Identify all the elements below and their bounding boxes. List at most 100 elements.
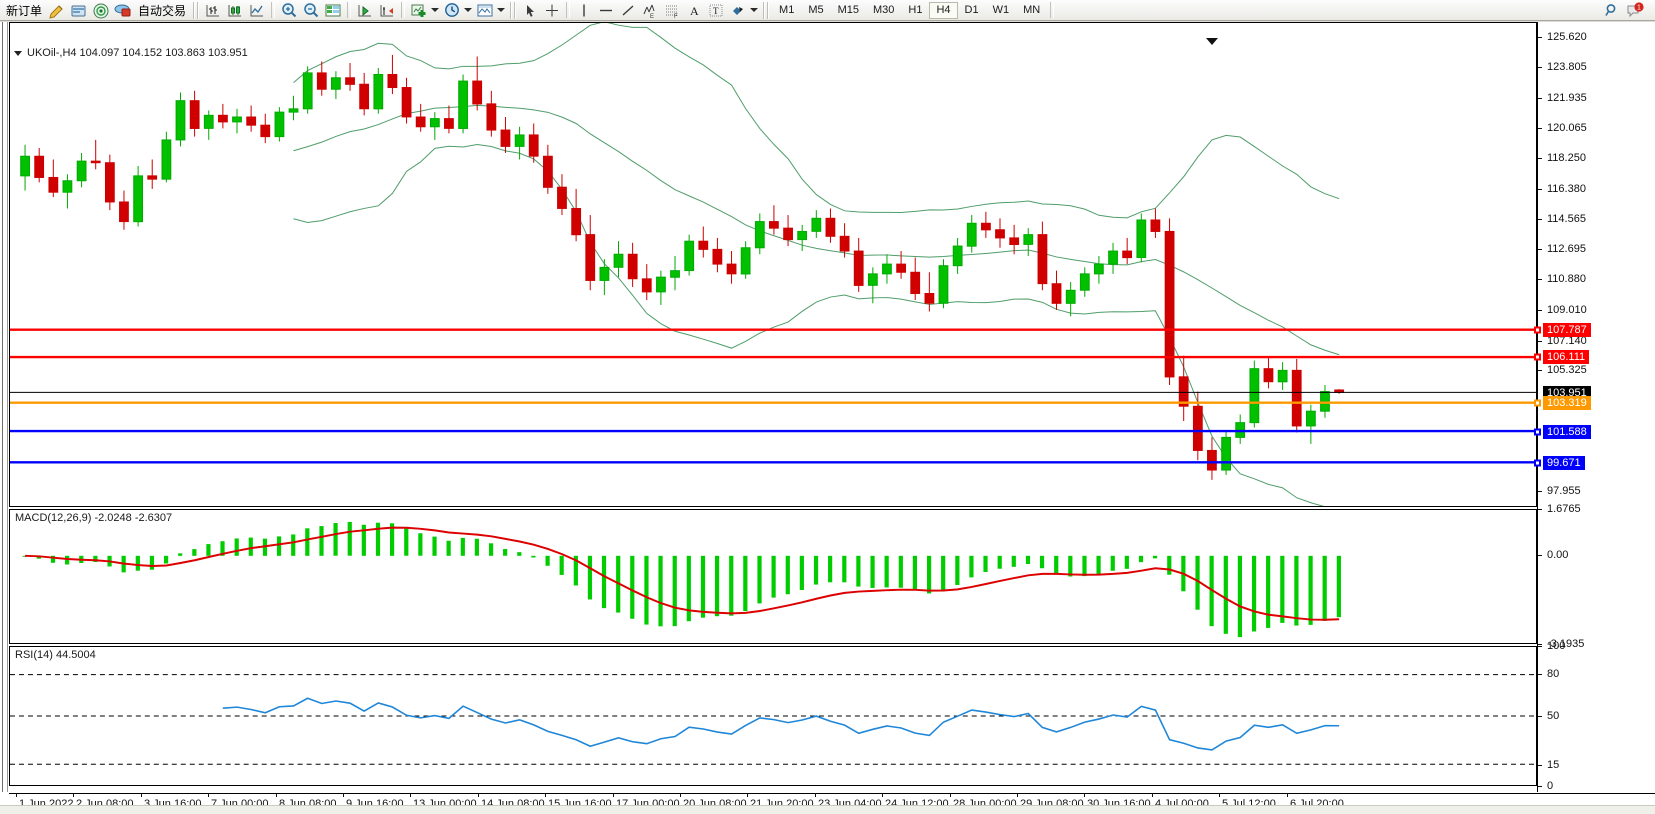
terminal-icon[interactable]	[68, 1, 90, 20]
rsi-tick: 0	[1538, 780, 1553, 792]
toolbar-separator	[566, 2, 571, 18]
status-strip	[0, 805, 1655, 814]
timeframe-mn[interactable]: MN	[1023, 3, 1041, 16]
price-level-badge[interactable]: 103.319	[1543, 396, 1591, 411]
toolbar-grip[interactable]	[193, 1, 200, 19]
price-level-badge[interactable]: 107.787	[1543, 322, 1591, 337]
rsi-pane[interactable]: RSI(14) 44.5004	[9, 646, 1537, 786]
price-level-handle[interactable]	[1534, 428, 1541, 436]
toolbar-separator	[401, 2, 406, 18]
timeframe-h1[interactable]: H1	[908, 3, 923, 16]
macd-pane[interactable]: MACD(12,26,9) -2.0248 -2.6307	[9, 509, 1537, 644]
fibonacci-icon[interactable]: F	[661, 1, 683, 20]
price-tick: 121.935	[1538, 92, 1587, 104]
timeframe-d1[interactable]: D1	[964, 3, 979, 16]
text-label-icon[interactable]: T	[705, 1, 727, 20]
svg-text:E: E	[650, 14, 654, 19]
toolbar-separator	[1050, 2, 1055, 18]
crosshair-icon[interactable]	[541, 1, 563, 20]
macd-tick: 1.6765	[1538, 503, 1581, 515]
main-toolbar: 新订单 自动交易	[0, 0, 1655, 21]
timeframe-m30[interactable]: M30	[873, 3, 895, 16]
elliott-wave-icon[interactable]: E	[639, 1, 661, 20]
price-level-handle[interactable]	[1534, 399, 1541, 407]
macd-chart-svg	[22, 521, 1341, 638]
auto-scroll-icon[interactable]	[354, 1, 376, 20]
timeframe-h4[interactable]: H4	[929, 1, 958, 19]
chart-scrollbar-left[interactable]	[0, 22, 8, 792]
price-chart-svg	[10, 23, 1536, 506]
cursor-icon[interactable]	[519, 1, 541, 20]
shapes-dropdown-caret[interactable]	[750, 8, 759, 12]
symbol-ohlc-text: UKOil-,H4 104.097 104.152 103.863 103.95…	[27, 47, 248, 59]
price-tick: 123.805	[1538, 61, 1587, 73]
trend-line-icon[interactable]	[617, 1, 639, 20]
notifications-icon[interactable]: 1	[1623, 1, 1647, 20]
data-window-icon[interactable]	[322, 1, 344, 20]
toolbar-grip-3[interactable]	[763, 1, 770, 19]
macd-label: MACD(12,26,9) -2.0248 -2.6307	[15, 512, 173, 524]
period-icon[interactable]	[441, 1, 463, 20]
chart-shift-icon[interactable]	[376, 1, 398, 20]
macd-tick: -3.1935	[1538, 638, 1584, 650]
price-tick: 125.620	[1538, 31, 1587, 43]
auto-trading-button[interactable]: 自动交易	[138, 3, 187, 18]
bar-chart-icon[interactable]	[202, 1, 224, 20]
zoom-in-icon[interactable]	[278, 1, 300, 20]
price-level-badge[interactable]: 101.588	[1543, 424, 1591, 439]
chart-panes: MACD(12,26,9) -2.0248 -2.6307 RSI(14) 44…	[9, 22, 1537, 792]
rsi-label: RSI(14) 44.5004	[15, 649, 96, 661]
vertical-line-icon[interactable]	[573, 1, 595, 20]
pencil-icon[interactable]	[46, 1, 68, 20]
text-icon[interactable]: A	[683, 1, 705, 20]
chart-window: UKOil-,H4 104.097 104.152 103.863 103.95…	[0, 21, 1655, 814]
svg-text:T: T	[713, 6, 719, 16]
templates-icon[interactable]	[474, 1, 496, 20]
timeframe-m5[interactable]: M5	[808, 3, 824, 16]
svg-text:1: 1	[1637, 4, 1641, 11]
price-tick: 112.695	[1538, 243, 1586, 255]
toolbar-separator	[347, 2, 352, 18]
search-icon[interactable]	[1601, 1, 1623, 20]
period-dropdown-caret[interactable]	[464, 8, 473, 12]
price-tick: 118.250	[1538, 152, 1586, 164]
price-tick: 120.065	[1538, 122, 1587, 134]
horizontal-line-icon[interactable]	[595, 1, 617, 20]
zoom-out-icon[interactable]	[300, 1, 322, 20]
signal-icon[interactable]	[90, 1, 112, 20]
svg-text:A: A	[690, 4, 699, 18]
svg-text:F: F	[674, 14, 678, 19]
chart-symbol-label: UKOil-,H4 104.097 104.152 103.863 103.95…	[14, 47, 248, 59]
price-level-badge[interactable]: 106.111	[1543, 350, 1590, 365]
timeframe-m15[interactable]: M15	[837, 3, 859, 16]
price-tick: 105.325	[1538, 364, 1587, 376]
templates-dropdown-caret[interactable]	[497, 8, 506, 12]
rsi-tick: 15	[1538, 759, 1559, 771]
new-order-button[interactable]: 新订单	[6, 3, 43, 18]
rsi-chart-svg	[10, 674, 1536, 765]
toolbar-grip-2[interactable]	[510, 1, 517, 19]
macd-tick: 0.00	[1538, 549, 1568, 561]
price-tick: 107.140	[1538, 335, 1587, 347]
price-level-handle[interactable]	[1534, 459, 1541, 467]
rsi-tick: 100	[1538, 640, 1565, 652]
price-pane[interactable]	[9, 22, 1537, 507]
timeframe-m1[interactable]: M1	[779, 3, 795, 16]
rsi-tick: 50	[1538, 710, 1559, 722]
toolbar-separator	[271, 2, 276, 18]
indicators-icon[interactable]	[408, 1, 430, 20]
price-level-handle[interactable]	[1534, 353, 1541, 361]
timeframe-w1[interactable]: W1	[992, 3, 1010, 16]
chart-menu-caret[interactable]	[14, 50, 22, 56]
candlestick-chart-icon[interactable]	[224, 1, 246, 20]
line-chart-icon[interactable]	[246, 1, 268, 20]
price-tick: 114.565	[1538, 213, 1586, 225]
strategy-tester-icon[interactable]	[112, 1, 134, 20]
price-level-handle[interactable]	[1534, 326, 1541, 334]
price-axis[interactable]: 125.620 123.805 121.935 120.065 118.250 116.3…	[1534, 22, 1655, 792]
indicators-dropdown-caret[interactable]	[431, 8, 440, 12]
price-tick: 110.880	[1538, 273, 1586, 285]
rsi-tick: 80	[1538, 668, 1559, 680]
shapes-icon[interactable]	[727, 1, 749, 20]
price-level-badge[interactable]: 99.671	[1543, 456, 1585, 471]
